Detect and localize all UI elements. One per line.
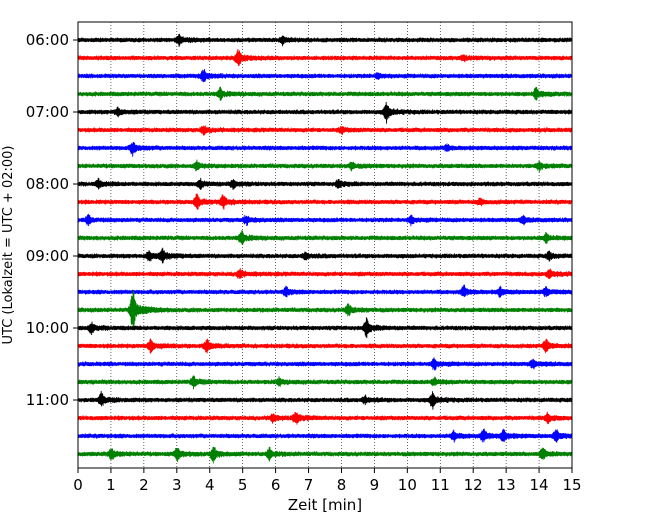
y-tick-label: 07:00	[26, 103, 69, 121]
seismogram-traces	[77, 33, 573, 464]
trace-line	[77, 213, 573, 227]
trace-line	[77, 446, 573, 464]
y-tick-label: 08:00	[26, 175, 69, 193]
trace-line	[77, 317, 573, 339]
x-axis-ticks: 0 1 2 3 4 5 6 7 8 9 10 11 12 13 14 15	[73, 468, 582, 494]
x-tick-label: 6	[271, 476, 281, 494]
trace-line	[77, 101, 573, 124]
x-tick-label: 8	[337, 476, 347, 494]
trace-line	[77, 411, 573, 425]
x-axis-label: Zeit [min]	[288, 496, 362, 514]
x-tick-label: 12	[464, 476, 483, 494]
trace-line	[77, 86, 573, 101]
y-tick-label: 10:00	[26, 319, 69, 337]
trace-line	[77, 284, 573, 298]
x-tick-label: 13	[497, 476, 516, 494]
x-tick-label: 10	[398, 476, 417, 494]
x-tick-label: 4	[205, 476, 215, 494]
vertical-gridlines	[110, 22, 540, 468]
trace-line	[77, 290, 573, 329]
trace-line	[77, 375, 573, 390]
trace-line	[77, 193, 573, 210]
plot-border	[77, 21, 573, 469]
x-tick-label: 7	[304, 476, 314, 494]
trace-line	[77, 268, 573, 280]
trace-line	[77, 338, 573, 354]
trace-line	[77, 48, 573, 66]
x-tick-label: 14	[530, 476, 549, 494]
trace-line	[77, 141, 573, 157]
x-tick-label: 9	[370, 476, 380, 494]
trace-line	[77, 159, 573, 173]
trace-line	[77, 177, 573, 191]
y-axis-label: UTC (Lokalzeit = UTC + 02:00)	[1, 146, 16, 345]
x-tick-label: 3	[172, 476, 182, 494]
trace-line	[77, 68, 573, 83]
trace-line	[77, 247, 573, 264]
x-tick-label: 1	[106, 476, 116, 494]
trace-line	[77, 125, 573, 136]
trace-line	[77, 33, 573, 47]
trace-line	[77, 357, 573, 371]
x-tick-label: 11	[431, 476, 450, 494]
x-tick-label: 2	[139, 476, 149, 494]
trace-line	[77, 428, 573, 443]
y-tick-label: 09:00	[26, 247, 69, 265]
y-tick-label: 06:00	[26, 31, 69, 49]
y-axis-ticks: 06:00 07:00 08:00 09:00 10:00 11:00	[26, 31, 78, 409]
x-tick-label: 15	[562, 476, 581, 494]
y-tick-label: 11:00	[26, 391, 69, 409]
x-tick-label: 0	[73, 476, 83, 494]
trace-line	[77, 230, 573, 245]
x-tick-label: 5	[238, 476, 248, 494]
trace-line	[77, 390, 573, 410]
